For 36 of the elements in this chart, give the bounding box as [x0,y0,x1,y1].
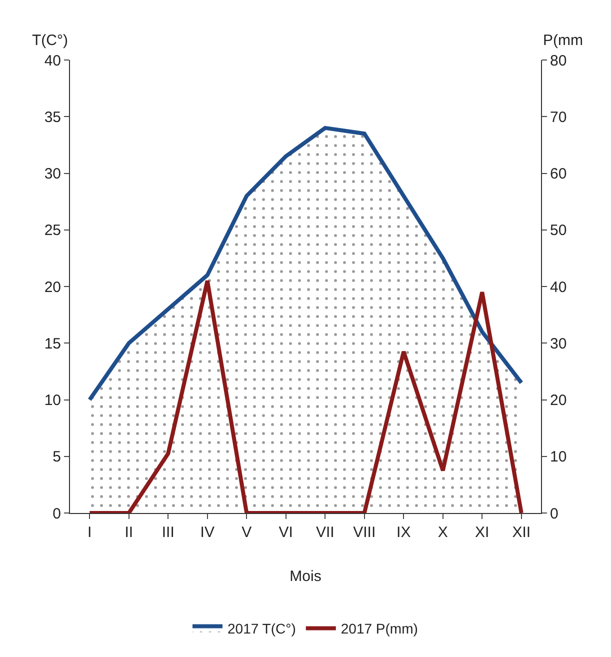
y-tick-label: 15 [44,335,61,352]
line-series [88,278,524,513]
y-tick-label: 30 [44,166,61,182]
y2-tick-label: 0 [550,505,558,522]
x-tick-label: IV [200,524,214,541]
x-tick-label: V [242,524,252,541]
x-tick-label: VII [316,524,334,541]
y2-tick-label: 30 [550,335,567,352]
x-tick-label: IX [396,524,411,541]
x-tick-label: VI [278,524,293,541]
x-tick-label: III [162,524,174,541]
x-tick-label: XI [475,524,490,541]
y-tick-label: 40 [44,52,61,70]
y2-tick-label: 60 [550,166,567,182]
y2-tick-label: 50 [550,222,567,240]
x-tick-label: VIII [353,524,376,541]
x-tick-label: XII [512,524,531,541]
y-tick-label: 25 [44,222,61,240]
x-axis-title: Mois [290,568,322,585]
y2-tick-label: 70 [550,108,567,126]
x-tick-label: I [88,524,92,541]
y2-tick-label: 10 [550,448,567,466]
legend-label: 2017 T(C°) [228,620,296,637]
legend-label: 2017 P(mm) [340,620,418,637]
y-tick-label: 10 [44,392,61,409]
y2-tick-label: 80 [550,52,567,70]
y2-axis-title: P(mm [543,32,583,49]
x-tick-label: X [438,524,448,541]
y-tick-label: 20 [44,278,61,296]
y2-tick-label: 40 [550,278,567,296]
y-tick-label: 35 [44,108,61,126]
x-tick-label: II [124,524,134,541]
y-tick-label: 5 [52,448,61,466]
y-tick-label: 0 [52,505,61,522]
y2-tick-label: 20 [550,392,567,409]
y-axis-title: T(C°) [32,32,68,49]
